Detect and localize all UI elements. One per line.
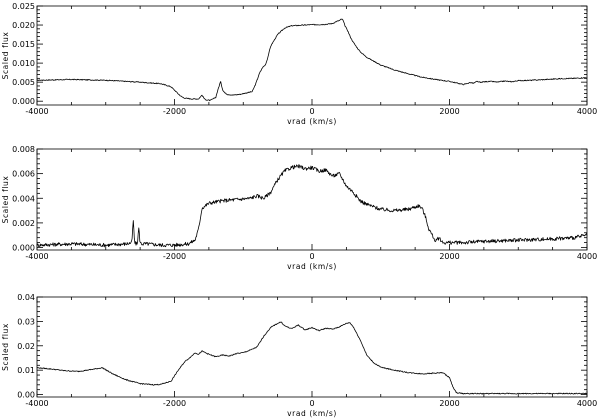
y-tick-label: 0.03 <box>17 317 35 326</box>
x-tick-label: 2000 <box>439 252 459 261</box>
y-axis-label: Scaled flux <box>1 323 10 371</box>
x-tick-label: 4000 <box>577 252 597 261</box>
y-tick-label: 0.020 <box>12 21 35 30</box>
y-tick-label: 0.010 <box>12 59 35 68</box>
y-tick-label: 0.02 <box>17 342 35 351</box>
y-tick-label: 0.04 <box>17 293 35 302</box>
y-tick-label: 0.000 <box>12 97 35 106</box>
x-tick-label: -2000 <box>163 107 186 116</box>
x-tick-label: 2000 <box>439 107 459 116</box>
x-axis-label: vrad (km/s) <box>287 117 337 126</box>
x-tick-label: -4000 <box>25 399 48 408</box>
x-tick-label: -4000 <box>25 252 48 261</box>
y-tick-label: 0.008 <box>12 145 35 154</box>
plot-frame <box>36 5 588 106</box>
y-tick-label: 0.015 <box>12 40 35 49</box>
x-tick-label: 4000 <box>577 399 597 408</box>
x-tick-label: 4000 <box>577 107 597 116</box>
y-tick-label: 0.002 <box>12 219 35 228</box>
y-tick-label: 0.004 <box>12 194 35 203</box>
spectrum-line <box>36 164 588 248</box>
y-axis-label: Scaled flux <box>1 176 10 224</box>
x-tick-label: 0 <box>309 252 314 261</box>
chart-panel-1: -4000 -2000 0 2000 4000 0.000 0.005 0.010 0.015 0… <box>1 2 597 126</box>
x-tick-label: 0 <box>309 107 314 116</box>
spectrum-line <box>36 321 588 395</box>
spectrum-line <box>37 18 588 102</box>
y-tick-label: 0.025 <box>12 2 35 11</box>
y-tick-label: 0.01 <box>17 366 35 375</box>
x-tick-label: -4000 <box>25 107 48 116</box>
plot-frame <box>36 148 588 251</box>
x-tick-label: 2000 <box>439 399 459 408</box>
x-tick-label: 0 <box>309 399 314 408</box>
y-tick-label: 0.006 <box>12 170 35 179</box>
x-axis-label: vrad (km/s) <box>287 262 337 271</box>
plot-frame <box>36 296 588 398</box>
x-tick-label: -2000 <box>163 399 186 408</box>
chart-panel-2: -4000 -2000 0 2000 4000 0.000 0.002 0.004 0.006 0… <box>1 145 597 271</box>
y-tick-label: 0.005 <box>12 78 35 87</box>
x-axis-label: vrad (km/s) <box>287 409 337 418</box>
y-tick-label: 0.000 <box>12 244 35 253</box>
chart-panel-3: -4000 -2000 0 2000 4000 0.00 0.01 0.02 0.03 0.04 v… <box>1 293 597 418</box>
y-tick-label: 0.00 <box>17 391 35 400</box>
x-tick-label: -2000 <box>163 252 186 261</box>
y-axis-label: Scaled flux <box>1 32 10 80</box>
